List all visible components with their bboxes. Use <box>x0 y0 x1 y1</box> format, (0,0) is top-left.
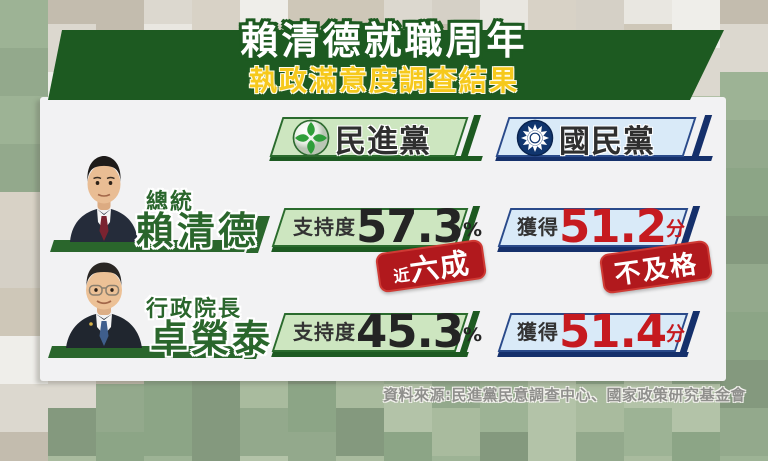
mosaic-tile <box>432 456 480 461</box>
mosaic-tile <box>240 0 288 24</box>
mosaic-tile <box>144 456 192 461</box>
dpp-name: 民進黨 <box>335 123 431 160</box>
mosaic-tile <box>720 360 768 408</box>
mosaic-tile <box>720 24 768 72</box>
mosaic-tile <box>336 408 384 456</box>
cho-title: 行政院長 <box>146 297 243 322</box>
data-source-text: 資料來源:民進黨民意調查中心、國家政策研究基金會 <box>382 386 746 404</box>
support-label: 支持度 <box>293 320 356 344</box>
mosaic-tile <box>576 384 624 432</box>
mosaic-tile <box>720 264 768 312</box>
mosaic-tile <box>528 456 576 461</box>
cho-name: 卓榮泰 <box>150 317 274 361</box>
mosaic-tile <box>720 72 768 120</box>
mosaic-tile <box>336 0 384 24</box>
score-label: 獲得 <box>517 320 559 344</box>
mosaic-tile <box>0 432 48 461</box>
mosaic-tile <box>0 384 48 432</box>
cho-kmt-value: 獲得 51.4 分 <box>517 304 686 358</box>
mosaic-tile <box>0 0 48 48</box>
lai-dpp-value: 支持度 57.3% <box>293 199 483 253</box>
mosaic-tile <box>720 456 768 461</box>
mosaic-tile <box>48 0 96 24</box>
mosaic-tile <box>96 384 144 432</box>
mosaic-tile <box>528 0 576 24</box>
mosaic-tile <box>432 408 480 456</box>
mosaic-tile <box>720 408 768 456</box>
dpp-logo-icon <box>292 119 330 157</box>
lai-name: 賴清德 <box>136 209 260 253</box>
mosaic-tile <box>48 408 96 456</box>
mosaic-tile <box>288 384 336 432</box>
cho-dpp-value: 支持度 45.3% <box>293 304 483 358</box>
mosaic-tile <box>576 432 624 461</box>
mosaic-tile <box>0 48 48 96</box>
support-label: 支持度 <box>293 215 356 239</box>
kmt-header: 國民黨 <box>516 118 655 160</box>
mosaic-tile <box>624 0 672 24</box>
mosaic-tile <box>720 120 768 168</box>
mosaic-tile <box>336 456 384 461</box>
photo-cho-jung-tai <box>66 262 142 348</box>
mosaic-tile <box>672 432 720 461</box>
lai-kmt-value: 獲得 51.2 分 <box>517 199 686 253</box>
mosaic-tile <box>624 456 672 461</box>
mosaic-tile <box>384 384 432 432</box>
mosaic-tile <box>480 432 528 461</box>
mosaic-tile <box>480 384 528 432</box>
mosaic-tile <box>384 432 432 461</box>
kmt-logo-icon <box>516 119 554 157</box>
mosaic-tile <box>720 312 768 360</box>
kmt-name: 國民黨 <box>559 123 655 160</box>
lai-title: 總統 <box>146 190 195 215</box>
mosaic-tile <box>240 408 288 456</box>
mosaic-tile <box>240 456 288 461</box>
mosaic-tile <box>720 216 768 264</box>
mosaic-tile <box>288 432 336 461</box>
score-label: 獲得 <box>517 215 559 239</box>
title-banner <box>48 30 724 100</box>
mosaic-tile <box>720 168 768 216</box>
mosaic-tile <box>48 456 96 461</box>
dpp-header: 民進黨 <box>292 118 431 160</box>
mosaic-tile <box>432 0 480 24</box>
mosaic-tile <box>144 408 192 456</box>
mosaic-tile <box>528 408 576 456</box>
photo-lai-ching-te <box>70 156 138 242</box>
mosaic-tile <box>96 432 144 461</box>
subtitle: 執政滿意度調查結果 <box>248 64 519 97</box>
mosaic-tile <box>192 432 240 461</box>
mosaic-tile <box>672 384 720 432</box>
main-title: 賴清德就職周年 <box>240 19 528 63</box>
mosaic-tile <box>192 384 240 432</box>
mosaic-tile <box>720 0 768 24</box>
mosaic-tile <box>624 408 672 456</box>
mosaic-tile <box>144 0 192 24</box>
